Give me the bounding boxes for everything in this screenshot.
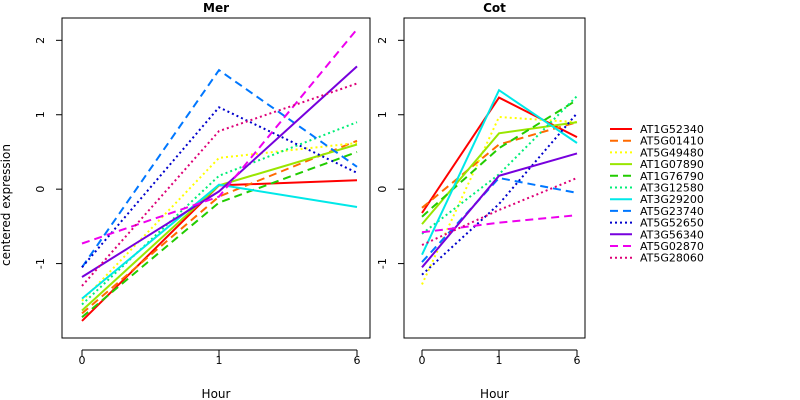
legend-label: AT5G52650 (640, 217, 704, 230)
legend-label: AT1G52340 (640, 123, 704, 136)
legend-label: AT1G07890 (640, 158, 704, 171)
legend-item: AT5G02870 (610, 240, 704, 253)
mer-series-at5g49480 (81, 142, 358, 302)
legend-label: AT3G12580 (640, 182, 704, 195)
legend-label: AT5G01410 (640, 135, 704, 148)
mer-series-at5g23740 (81, 68, 358, 268)
mer-series-at1g76790 (81, 151, 358, 318)
cot-y-tick-label: -1 (376, 258, 389, 269)
mer-series-at3g29200 (81, 183, 358, 300)
legend-item: AT5G01410 (610, 135, 704, 148)
mer-x-tick-label: 0 (79, 354, 86, 367)
panel-mer: Mer -1 0 1 2 0 1 6 Hour (34, 1, 371, 400)
mer-series-at5g01410 (81, 139, 358, 315)
cot-series-at5g23740 (421, 176, 578, 263)
cot-series-at5g01410 (421, 121, 578, 209)
mer-y-tick-label: 1 (34, 111, 47, 118)
cot-series-at1g52340 (421, 96, 578, 214)
legend-item: AT5G52650 (610, 217, 704, 230)
mer-series-at5g28060 (81, 82, 358, 287)
mer-plot-frame (61, 17, 371, 339)
mer-series-at1g07890 (81, 143, 358, 312)
cot-series-at5g52650 (421, 112, 578, 276)
mer-x-tick-label: 1 (216, 354, 223, 367)
cot-series-at5g49480 (421, 115, 578, 285)
cot-title: Cot (483, 1, 506, 15)
mer-series-at5g02870 (81, 28, 358, 245)
cot-series-at3g56340 (421, 152, 578, 268)
legend-label: AT5G02870 (640, 240, 704, 253)
legend-item: AT5G49480 (610, 146, 704, 159)
cot-series-at5g28060 (421, 177, 578, 246)
panel-cot: Cot -1 0 1 2 0 1 6 Hour (376, 1, 586, 400)
cot-x-axis-title: Hour (480, 387, 509, 400)
cot-x-tick-label: 0 (419, 354, 426, 367)
legend-label: AT1G76790 (640, 170, 704, 183)
legend-item: AT1G76790 (610, 170, 704, 183)
mer-series-at3g56340 (81, 65, 358, 278)
cot-plot-frame (403, 17, 586, 339)
legend-item: AT3G29200 (610, 193, 704, 206)
legend-item: AT3G56340 (610, 228, 704, 241)
legend-item: AT1G07890 (610, 158, 704, 171)
y-axis-title: centered expression (0, 144, 13, 266)
mer-series-at5g52650 (81, 106, 358, 268)
mer-series-at3g12580 (81, 121, 358, 306)
legend-item: AT3G12580 (610, 182, 704, 195)
mer-x-tick-label: 6 (354, 354, 361, 367)
legend-label: AT3G56340 (640, 228, 704, 241)
cot-x-tick-label: 6 (574, 354, 581, 367)
mer-y-tick-label: -1 (34, 258, 47, 269)
mer-y-tick-label: 0 (34, 186, 47, 193)
mer-y-tick-label: 2 (34, 37, 47, 44)
cot-series-at1g76790 (421, 99, 578, 218)
cot-y-tick-label: 1 (376, 111, 389, 118)
cot-y-tick-label: 2 (376, 37, 389, 44)
cot-x-tick-label: 1 (496, 354, 503, 367)
legend-label: AT5G49480 (640, 146, 704, 159)
cot-series-at3g12580 (421, 95, 578, 235)
legend-item: AT5G28060 (610, 252, 704, 265)
legend: AT1G52340AT5G01410AT5G49480AT1G07890AT1G… (610, 123, 704, 265)
legend-item: AT1G52340 (610, 123, 704, 136)
cot-y-tick-label: 0 (376, 186, 389, 193)
mer-title: Mer (203, 1, 229, 15)
legend-label: AT3G29200 (640, 193, 704, 206)
cot-series-at5g02870 (421, 214, 578, 234)
legend-label: AT5G23740 (640, 205, 704, 218)
legend-item: AT5G23740 (610, 205, 704, 218)
cot-series-at3g29200 (421, 88, 578, 256)
mer-x-axis-title: Hour (202, 387, 231, 400)
legend-label: AT5G28060 (640, 252, 704, 265)
